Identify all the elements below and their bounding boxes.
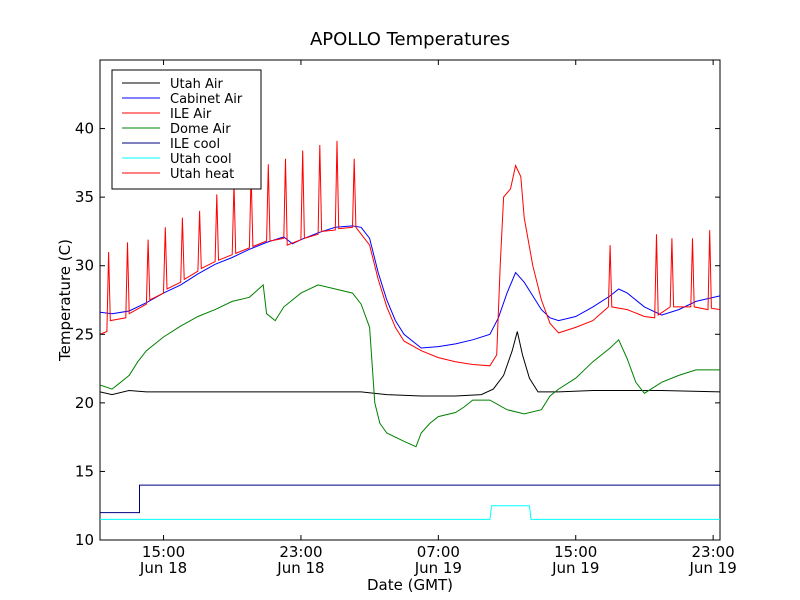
y-tick-label: 20 [75,394,94,412]
legend-label: Cabinet Air [170,92,243,107]
legend-label: ILE cool [170,137,220,152]
x-tick-time-label: 07:00 [417,543,460,561]
legend-label: Dome Air [170,122,231,137]
x-axis-label: Date (GMT) [367,576,453,594]
chart-title: APOLLO Temperatures [310,29,510,50]
legend-box [111,69,262,190]
legend-label: Utah heat [170,167,234,182]
series-line-utah-air [100,331,720,397]
x-tick-date-label: Jun 18 [139,559,187,577]
y-axis-label: Temperature (C) [56,239,74,362]
x-tick-time-label: 23:00 [279,543,322,561]
x-tick-date-label: Jun 19 [414,559,462,577]
x-tick-date-label: Jun 18 [276,559,324,577]
y-tick-label: 15 [75,462,94,480]
y-tick-label: 30 [75,257,94,275]
series-line-ile-air [100,140,720,367]
x-tick-time-label: 15:00 [142,543,185,561]
series-line-utah-cool [100,505,720,520]
legend-label: Utah Air [170,77,223,92]
x-tick-time-label: 23:00 [692,543,735,561]
y-tick-label: 25 [75,325,94,343]
x-tick-date-label: Jun 19 [688,559,736,577]
x-tick-time-label: 15:00 [554,543,597,561]
legend-label: Utah cool [170,152,232,167]
series-line-ile-cool [100,484,720,514]
y-tick-label: 10 [75,531,94,549]
series-line-dome-air [100,283,720,448]
legend-label: ILE Air [170,107,212,122]
series-line-cabinet-air [100,225,720,349]
y-tick-label: 35 [75,188,94,206]
x-tick-date-label: Jun 19 [551,559,599,577]
y-tick-label: 40 [75,120,94,138]
